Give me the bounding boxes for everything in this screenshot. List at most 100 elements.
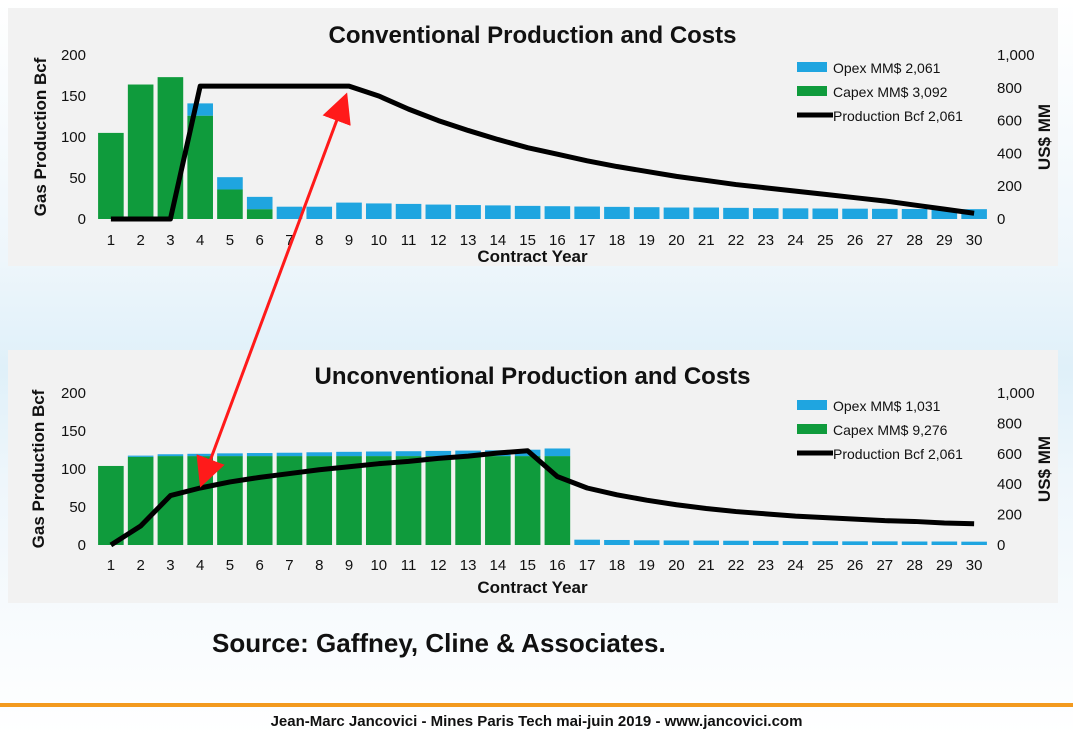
chart2-opex-bar <box>633 540 660 545</box>
chart2-opex-bar <box>693 540 720 545</box>
chart2-xtick-label: 12 <box>430 557 447 574</box>
chart2-opex-bar <box>604 539 630 545</box>
chart1-xtick-label: 27 <box>876 232 893 249</box>
chart1-opex-bar <box>663 207 690 219</box>
chart1-opex-bar <box>931 209 958 219</box>
chart1-opex-bar <box>693 207 720 219</box>
chart2-y2tick-label: 600 <box>997 446 1022 463</box>
chart1-capex-bar <box>217 189 243 219</box>
chart2-xtick-label: 26 <box>847 557 864 574</box>
chart1-opex-bar <box>842 208 868 219</box>
chart1-opex-bar <box>782 208 809 219</box>
chart1-xtick-label: 24 <box>787 232 804 249</box>
chart1-legend-swatch <box>797 62 827 72</box>
chart2-xtick-label: 25 <box>817 557 834 574</box>
chart2-xtick-label: 19 <box>638 557 655 574</box>
chart2-legend-label: Capex MM$ 9,276 <box>833 422 948 438</box>
chart1-opex-bar <box>752 208 779 219</box>
chart2-y2tick-label: 200 <box>997 507 1022 524</box>
chart1-legend-label: Production Bcf 2,061 <box>833 108 963 124</box>
chart2-opex-bar <box>842 541 868 545</box>
chart1-xtick-label: 3 <box>166 232 174 249</box>
chart1-xtick-label: 17 <box>579 232 596 249</box>
chart1-y2tick-label: 400 <box>997 145 1022 162</box>
chart1-xtick-label: 9 <box>345 232 353 249</box>
chart2-opex-bar <box>782 541 809 545</box>
chart2-xtick-label: 6 <box>256 557 264 574</box>
chart1-xtick-label: 1 <box>107 232 115 249</box>
chart1-opex-bar <box>723 207 749 219</box>
chart2-opex-bar <box>752 540 779 545</box>
chart1-opex-bar <box>336 202 362 219</box>
footer-divider <box>0 703 1073 707</box>
chart1-y2tick-label: 0 <box>997 211 1005 228</box>
chart2-y2tick-label: 800 <box>997 415 1022 432</box>
chart2-opex-bar <box>425 450 452 457</box>
chart2-xtick-label: 15 <box>519 557 536 574</box>
chart2-opex-bar <box>395 451 422 457</box>
chart1-xtick-label: 29 <box>936 232 953 249</box>
chart2-opex-bar <box>901 541 928 545</box>
chart1-opex-bar <box>604 206 630 219</box>
chart1-y2tick-label: 600 <box>997 113 1022 130</box>
chart1-xtick-label: 16 <box>549 232 566 249</box>
chart2-xtick-label: 5 <box>226 557 234 574</box>
chart1-xtick-label: 2 <box>136 232 144 249</box>
chart1-opex-bar <box>187 103 213 116</box>
chart1-opex-bar <box>246 196 273 210</box>
chart1-opex-bar <box>395 203 422 219</box>
chart1-legend-swatch <box>797 86 827 96</box>
chart2-ytick-label: 100 <box>61 461 86 478</box>
chart1-production-line <box>110 83 975 222</box>
chart2-capex-bar <box>217 456 243 545</box>
chart1-xtick-label: 6 <box>256 232 264 249</box>
chart2-xtick-label: 24 <box>787 557 804 574</box>
chart2-xtick-label: 9 <box>345 557 353 574</box>
chart2-legend-label: Production Bcf 2,061 <box>833 446 963 462</box>
chart2-xtick-label: 14 <box>490 557 507 574</box>
chart1-opex-bar <box>365 203 392 219</box>
chart1-opex-bar <box>872 208 898 219</box>
chart1-opex-bar <box>961 209 987 219</box>
chart2-xtick-label: 27 <box>876 557 893 574</box>
chart1-xtick-label: 15 <box>519 232 536 249</box>
chart2-opex-bar <box>127 455 154 457</box>
chart2-opex-bar <box>872 541 898 545</box>
chart2-xtick-label: 8 <box>315 557 323 574</box>
chart1-opex-bar <box>306 206 333 219</box>
chart2-opex-bar <box>217 453 243 457</box>
chart1-capex-bar <box>157 77 184 219</box>
chart1-opex-bar <box>455 205 481 219</box>
chart2-capex-bar <box>98 465 124 545</box>
chart2-xtick-label: 29 <box>936 557 953 574</box>
chart1-opex-bar <box>633 207 660 219</box>
chart1-xtick-label: 13 <box>460 232 477 249</box>
chart1-y2tick-label: 800 <box>997 80 1022 97</box>
chart1-xtick-label: 12 <box>430 232 447 249</box>
chart1-xtick-label: 4 <box>196 232 204 249</box>
chart2-xtick-label: 17 <box>579 557 596 574</box>
chart1-xtick-label: 22 <box>728 232 745 249</box>
chart2-opex-bar <box>157 454 184 457</box>
chart2-capex-bar <box>485 456 511 545</box>
chart2-xtick-label: 20 <box>668 557 685 574</box>
chart1-opex-bar <box>217 177 243 190</box>
chart2-legend-label: Opex MM$ 1,031 <box>833 398 941 414</box>
chart1-capex-bar <box>246 209 273 219</box>
chart1-ytick-label: 100 <box>61 129 86 146</box>
chart1-xtick-label: 26 <box>847 232 864 249</box>
chart2-capex-bar <box>187 456 213 545</box>
chart1-xtick-label: 21 <box>698 232 715 249</box>
chart2-opex-bar <box>276 452 303 457</box>
chart1-opex-bar <box>544 206 571 219</box>
chart2-opex-bar <box>931 541 958 545</box>
chart1-capex-bar <box>127 84 154 220</box>
chart2-opex-bar <box>544 448 571 457</box>
chart2-y2axis-label: US$ MM <box>1035 436 1054 502</box>
chart1-xtick-label: 23 <box>757 232 774 249</box>
chart2-y2tick-label: 1,000 <box>997 385 1035 402</box>
chart1-ytick-label: 150 <box>61 88 86 105</box>
chart2-xtick-label: 21 <box>698 557 715 574</box>
chart2-capex-bar <box>425 456 452 545</box>
